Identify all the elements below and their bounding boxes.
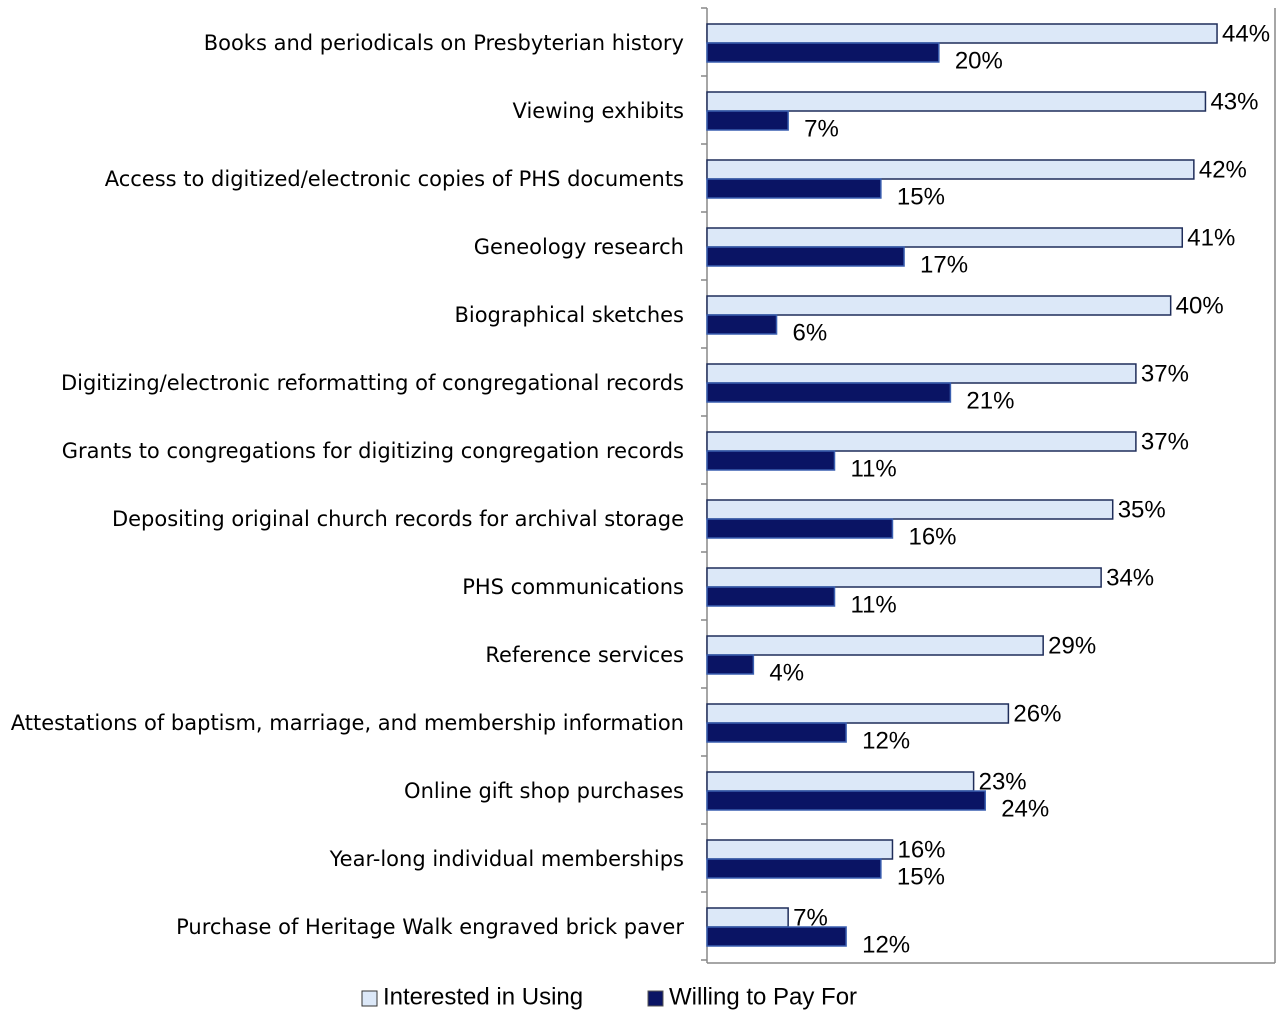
value-label: 16% (908, 523, 956, 550)
category-label: Geneology research (474, 235, 684, 259)
value-label: 42% (1199, 156, 1247, 183)
value-label: 15% (897, 183, 945, 210)
bar (706, 518, 894, 539)
bar (706, 42, 940, 63)
value-label: 17% (920, 251, 968, 278)
value-label: 35% (1118, 496, 1166, 523)
category-label: Reference services (485, 643, 684, 667)
value-label: 44% (1222, 20, 1270, 47)
bar (706, 771, 975, 792)
bar (706, 907, 789, 928)
bar (706, 567, 1102, 588)
value-label: 7% (804, 115, 839, 142)
category-label: Viewing exhibits (513, 99, 684, 123)
bar (706, 314, 778, 335)
value-label: 21% (966, 387, 1014, 414)
bar (706, 159, 1195, 180)
category-label: Depositing original church records for a… (112, 507, 684, 531)
category-label: PHS communications (462, 575, 684, 599)
bar (706, 178, 882, 199)
bar (706, 363, 1137, 384)
bar (706, 926, 847, 947)
bar (706, 858, 882, 879)
value-label: 12% (862, 727, 910, 754)
bar (706, 246, 905, 267)
value-label: 4% (769, 659, 804, 686)
value-label: 20% (955, 47, 1003, 74)
category-label: Attestations of baptism, marriage, and m… (11, 711, 684, 735)
legend-label: Interested in Using (383, 983, 583, 1010)
bar (706, 635, 1044, 656)
category-label: Online gift shop purchases (404, 779, 684, 803)
bar (706, 654, 755, 675)
value-label: 40% (1176, 292, 1224, 319)
bar (706, 722, 847, 743)
bar (706, 450, 836, 471)
value-label: 26% (1013, 700, 1061, 727)
category-label: Purchase of Heritage Walk engraved brick… (176, 915, 684, 939)
legend-label: Willing to Pay For (669, 983, 857, 1010)
category-label: Books and periodicals on Presbyterian hi… (204, 31, 684, 55)
bar (706, 110, 789, 131)
category-label: Biographical sketches (454, 303, 684, 327)
value-label: 11% (851, 455, 897, 482)
bar (706, 499, 1114, 520)
value-label: 41% (1187, 224, 1235, 251)
value-label: 24% (1001, 795, 1049, 822)
category-label: Access to digitized/electronic copies of… (105, 167, 684, 191)
bar (706, 586, 836, 607)
legend-swatch (361, 990, 378, 1007)
value-label: 15% (897, 863, 945, 890)
value-label: 6% (793, 319, 828, 346)
bar (706, 431, 1137, 452)
legend-swatch (647, 990, 664, 1007)
bar (706, 703, 1010, 724)
bar (706, 839, 894, 860)
category-label: Digitizing/electronic reformatting of co… (61, 371, 684, 395)
bar (706, 91, 1207, 112)
bar (706, 790, 986, 811)
value-label: 34% (1106, 564, 1154, 591)
bar (706, 382, 952, 403)
bar (706, 295, 1172, 316)
category-label: Grants to congregations for digitizing c… (62, 439, 684, 463)
value-label: 29% (1048, 632, 1096, 659)
category-label: Year-long individual memberships (329, 847, 684, 871)
bar (706, 23, 1218, 44)
value-label: 23% (979, 768, 1027, 795)
bar (706, 227, 1184, 248)
value-label: 43% (1210, 88, 1258, 115)
value-label: 37% (1141, 428, 1189, 455)
value-label: 12% (862, 931, 910, 958)
value-label: 11% (851, 591, 897, 618)
value-label: 37% (1141, 360, 1189, 387)
value-label: 16% (897, 836, 945, 863)
